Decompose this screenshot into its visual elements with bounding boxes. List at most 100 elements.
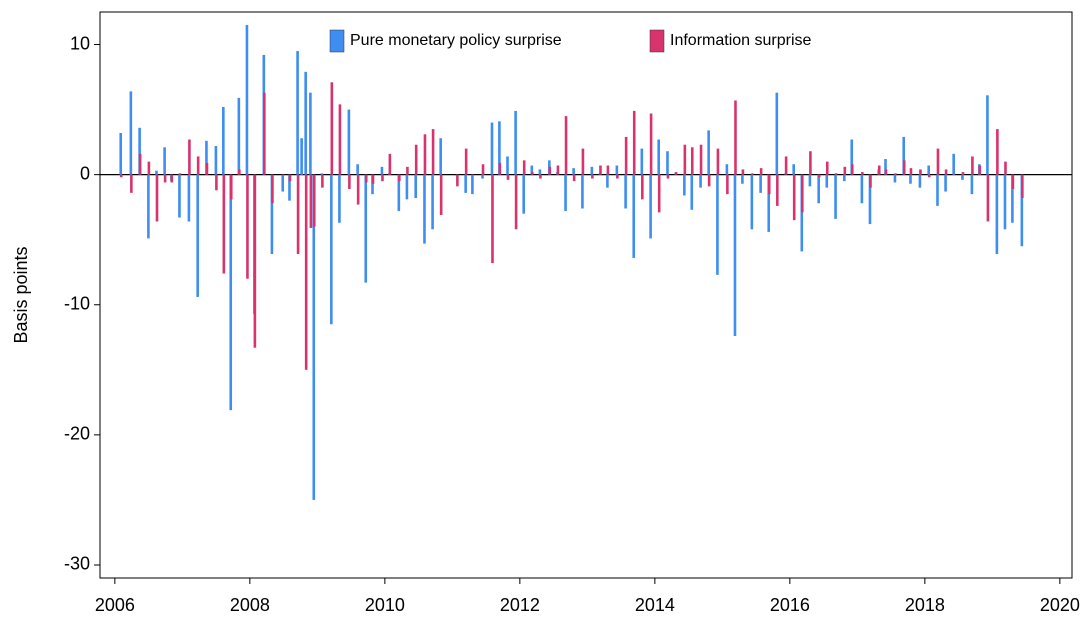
bar (330, 82, 334, 175)
y-tick-label: -10 (64, 294, 90, 314)
bar (356, 164, 359, 175)
bar (834, 174, 837, 219)
bar (741, 169, 745, 175)
bar (606, 165, 610, 175)
x-tick-label: 2020 (1040, 595, 1080, 615)
bar (196, 174, 199, 297)
bar (138, 127, 141, 175)
bar (632, 174, 636, 258)
bar (222, 174, 226, 274)
bar (270, 174, 274, 255)
bar (615, 165, 619, 175)
bar (572, 168, 575, 175)
bar (868, 174, 872, 225)
bar (1011, 174, 1014, 223)
bar (884, 159, 887, 175)
legend-label: Information surprise (670, 32, 811, 49)
bar (952, 174, 956, 176)
bar (741, 174, 744, 184)
bar (304, 71, 307, 175)
bar (936, 174, 939, 206)
bar (312, 174, 316, 500)
bar (564, 116, 568, 175)
bar (538, 169, 542, 175)
bar (471, 174, 474, 195)
bar (792, 164, 795, 175)
bar (581, 148, 585, 175)
bar (397, 174, 401, 212)
bar (843, 174, 846, 182)
bar (944, 174, 947, 192)
bar (381, 174, 384, 182)
bar (809, 151, 812, 175)
bar (657, 139, 660, 175)
bar (986, 174, 990, 222)
bar (995, 174, 999, 255)
bar (439, 138, 442, 175)
bar (1021, 174, 1024, 199)
bar (423, 174, 426, 244)
bar (163, 174, 167, 183)
bar (188, 139, 191, 175)
bar (215, 174, 218, 191)
bar (163, 147, 166, 175)
bar (581, 174, 584, 209)
bar (498, 121, 501, 175)
bar (539, 174, 542, 179)
bar (138, 153, 142, 175)
bar (237, 97, 241, 175)
bar (491, 174, 494, 264)
bar (296, 51, 299, 175)
x-tick-label: 2018 (905, 595, 945, 615)
bar (902, 160, 906, 175)
bar (640, 148, 644, 175)
legend-swatch (329, 29, 345, 53)
bar (380, 166, 384, 175)
bar (253, 174, 257, 348)
bar (869, 174, 872, 188)
bar (405, 174, 409, 200)
bar (725, 164, 729, 175)
bar (147, 161, 151, 175)
bar (1004, 161, 1007, 175)
bar (919, 169, 922, 175)
bar (548, 166, 552, 175)
bar (431, 129, 435, 175)
bar (214, 146, 218, 175)
bar (767, 174, 771, 232)
bar (514, 174, 518, 230)
bar (632, 110, 636, 175)
bar (309, 92, 312, 175)
y-axis-label: Basis points (11, 246, 31, 343)
bar (759, 174, 762, 193)
x-tick-label: 2006 (95, 595, 135, 615)
bar (338, 174, 341, 223)
bar (792, 174, 796, 221)
bar (423, 134, 427, 175)
bar (187, 174, 191, 222)
bar (371, 174, 375, 184)
bar (531, 172, 534, 175)
bar (884, 169, 888, 175)
bar (490, 122, 494, 175)
bar (784, 156, 788, 175)
bar (514, 110, 517, 175)
bar (850, 139, 854, 175)
x-tick-label: 2012 (500, 595, 540, 615)
bar (296, 174, 300, 255)
bar (263, 92, 266, 175)
x-tick-label: 2008 (230, 595, 270, 615)
bar (506, 174, 510, 180)
bar (398, 174, 401, 182)
y-tick-label: -30 (64, 554, 90, 574)
bar (245, 25, 249, 175)
bar (196, 156, 200, 175)
bar (271, 174, 274, 204)
bar (649, 174, 652, 239)
bar (877, 165, 881, 175)
x-tick-label: 2014 (635, 595, 675, 615)
bar (464, 174, 467, 193)
bar (439, 174, 443, 215)
